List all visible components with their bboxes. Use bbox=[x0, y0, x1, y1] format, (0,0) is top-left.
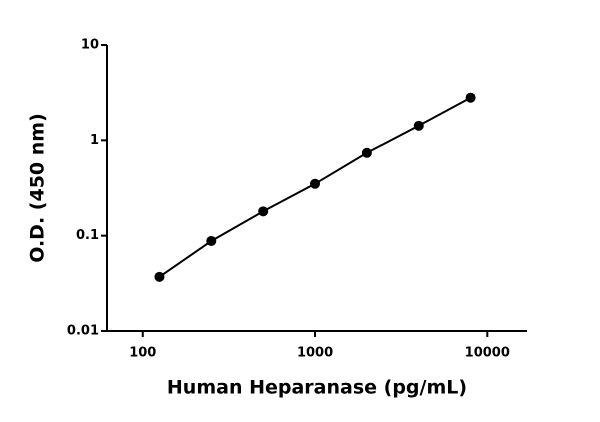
data-point bbox=[361, 147, 372, 158]
x-tick-label: 1000 bbox=[297, 346, 333, 361]
y-tick-label: 0.01 bbox=[67, 324, 99, 339]
data-point bbox=[310, 178, 321, 189]
y-tick-label: 10 bbox=[81, 38, 99, 53]
x-axis-title: Human Heparanase (pg/mL) bbox=[167, 377, 467, 399]
data-point bbox=[154, 271, 165, 282]
y-tick-label: 0.1 bbox=[76, 228, 99, 243]
data-point bbox=[413, 120, 424, 131]
data-point bbox=[465, 92, 476, 103]
data-point bbox=[206, 235, 217, 246]
x-tick-label: 100 bbox=[129, 346, 156, 361]
y-axis-title: O.D. (450 nm) bbox=[27, 113, 49, 263]
y-tick-label: 1 bbox=[90, 133, 99, 148]
data-point bbox=[258, 206, 269, 217]
x-tick-label: 10000 bbox=[465, 346, 510, 361]
